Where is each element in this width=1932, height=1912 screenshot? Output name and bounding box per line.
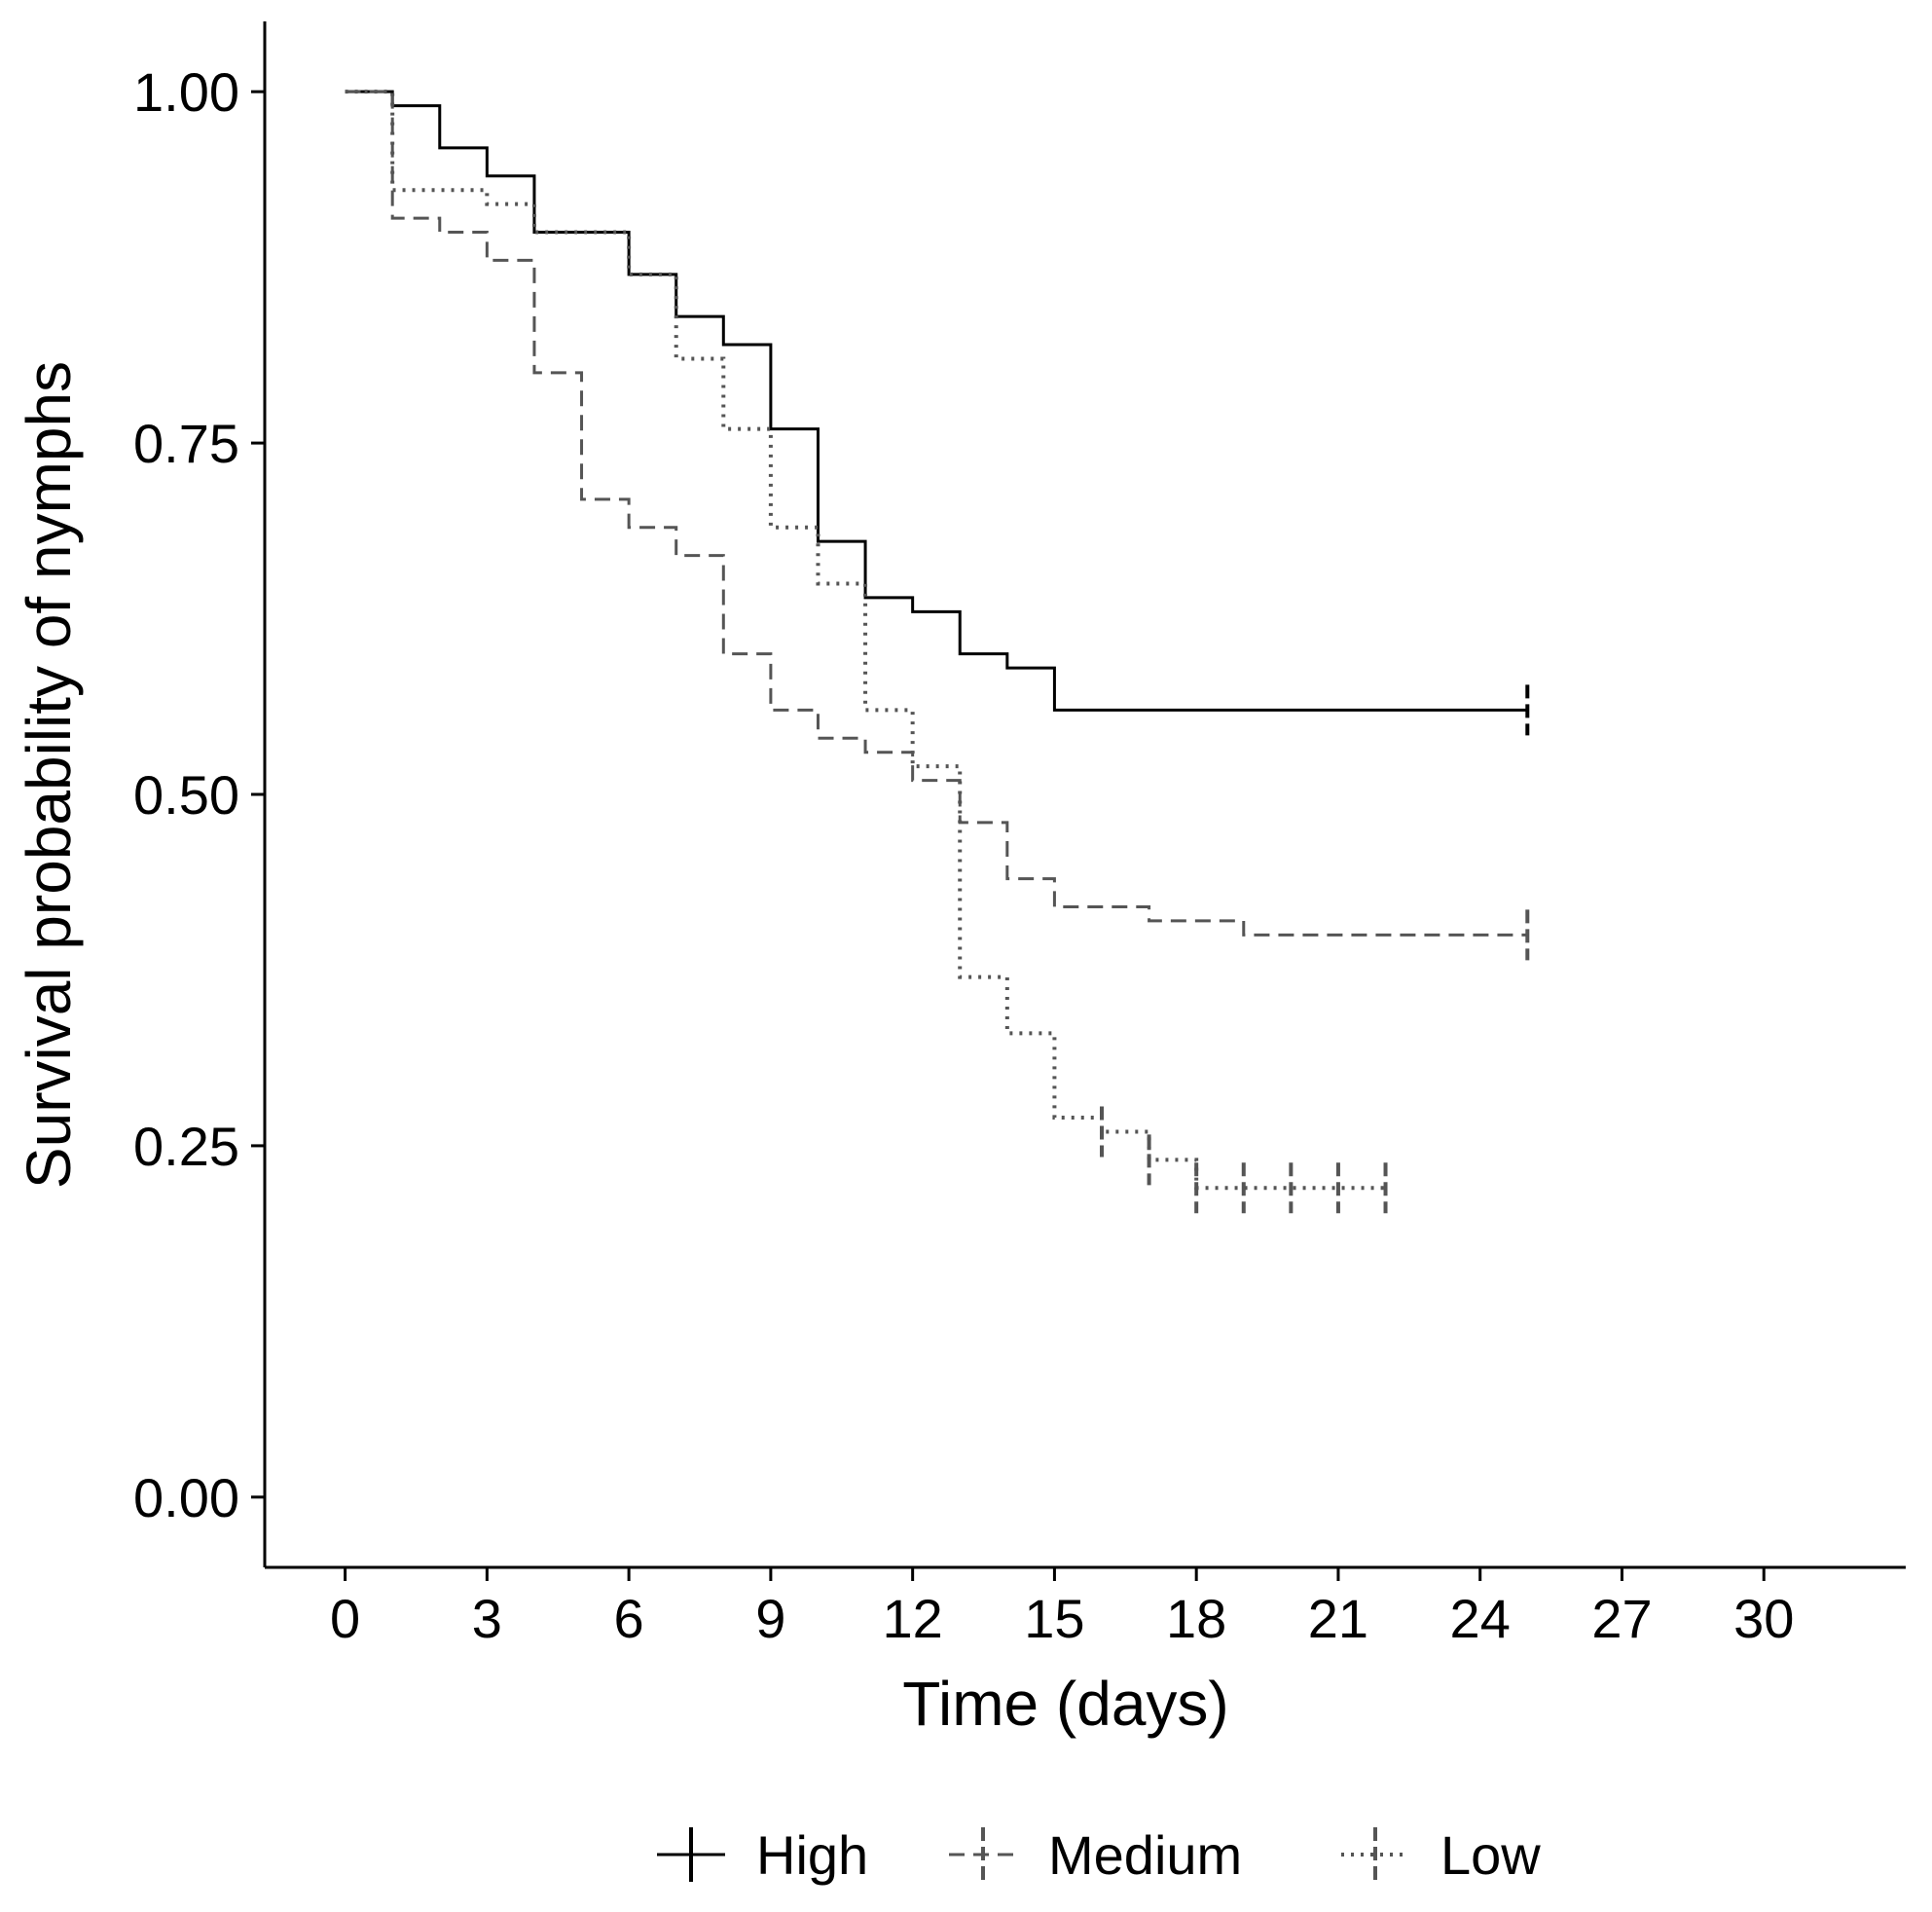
- series-low: [345, 90, 1388, 1214]
- legend: High Medium Low: [657, 1824, 1541, 1886]
- series-medium: [345, 90, 1530, 961]
- x-tick-label: 30: [1733, 1588, 1794, 1649]
- series-line-high: [345, 90, 1528, 712]
- legend-label: Medium: [1048, 1824, 1242, 1886]
- x-axis: 0 3 6 9 12 15 18 21 24 27 30: [265, 1565, 1906, 1649]
- y-axis-title: Survival probability of nymphs: [14, 361, 84, 1189]
- series-line-medium: [345, 90, 1528, 937]
- y-tick-label: 0.25: [133, 1116, 239, 1177]
- legend-label: High: [756, 1824, 868, 1886]
- x-tick-label: 15: [1024, 1588, 1084, 1649]
- x-tick-label: 12: [883, 1588, 943, 1649]
- x-tick-label: 21: [1308, 1588, 1368, 1649]
- x-tick-label: 0: [330, 1588, 360, 1649]
- x-tick-label: 6: [614, 1588, 644, 1649]
- x-axis-title: Time (days): [902, 1669, 1228, 1739]
- legend-item-high: High: [657, 1824, 868, 1886]
- legend-item-medium: Medium: [949, 1824, 1242, 1886]
- y-tick-label: 0.50: [133, 764, 239, 826]
- series-high: [345, 90, 1530, 736]
- legend-item-low: Low: [1341, 1824, 1541, 1886]
- series-line-low: [345, 90, 1386, 1191]
- x-tick-label: 24: [1450, 1588, 1511, 1649]
- y-axis: 0.00 0.25 0.50 0.75 1.00: [133, 21, 267, 1567]
- legend-label: Low: [1440, 1824, 1541, 1886]
- x-tick-label: 3: [472, 1588, 502, 1649]
- x-tick-label: 27: [1591, 1588, 1652, 1649]
- y-tick-label: 0.75: [133, 413, 239, 474]
- y-tick-label: 1.00: [133, 61, 239, 123]
- x-tick-label: 18: [1166, 1588, 1226, 1649]
- x-tick-label: 9: [755, 1588, 785, 1649]
- y-tick-label: 0.00: [133, 1467, 239, 1528]
- plot-area: [345, 90, 1530, 1214]
